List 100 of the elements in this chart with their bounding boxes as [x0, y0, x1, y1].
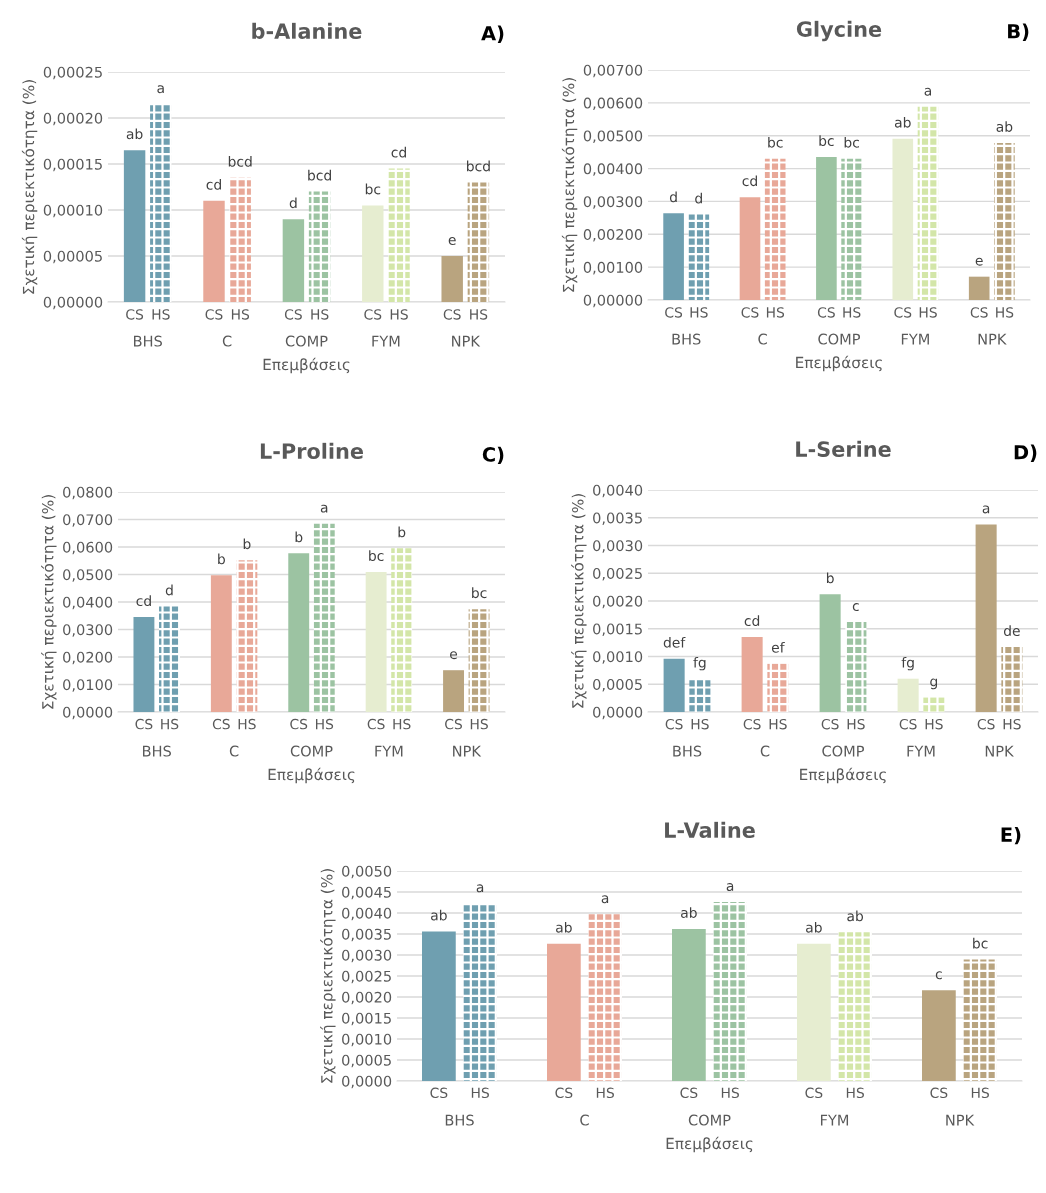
- x-tick-label: FYM: [375, 745, 403, 757]
- y-tick-label: 0,00025: [43, 66, 102, 80]
- x-tick-label: FYM: [372, 335, 400, 347]
- bar: [968, 276, 990, 300]
- bar: [288, 553, 310, 712]
- data-label: bcd: [228, 156, 252, 167]
- y-tick-label: 0,0050: [342, 865, 392, 879]
- y-tick-label: 0,0035: [593, 512, 642, 525]
- x-tick-label: C: [760, 745, 770, 757]
- y-tick-label: 0,00000: [583, 294, 643, 308]
- bar: [672, 928, 706, 1081]
- series-label: HS: [691, 718, 709, 730]
- text: CS: [805, 1087, 823, 1099]
- bar: [443, 670, 464, 712]
- series-label: HS: [690, 307, 708, 318]
- bar: [588, 914, 622, 1081]
- data-label: bc: [369, 550, 384, 561]
- data-label: a: [320, 504, 328, 513]
- y-axis-title: Σχετική περιεκτικότητα (%): [21, 80, 38, 294]
- text: CS: [930, 1087, 948, 1099]
- text: E): [1001, 827, 1021, 845]
- y-tick-label: 0,00100: [583, 261, 643, 275]
- text: B): [1008, 23, 1029, 41]
- text: CS: [817, 307, 835, 318]
- x-tick-label: C: [222, 335, 232, 347]
- text: CS: [555, 1087, 573, 1099]
- y-tick-label: 0,0000: [63, 706, 113, 720]
- text: HS: [843, 307, 861, 318]
- data-label: cd: [136, 595, 151, 607]
- text: HS: [766, 307, 785, 318]
- y-tick-label: 0,0500: [63, 569, 113, 582]
- bar: [388, 168, 410, 302]
- bar: [897, 678, 919, 712]
- y-axis-title: Σχετική περιεκτικότητα (%): [561, 78, 578, 292]
- series-label: CS: [135, 718, 153, 730]
- chart-title: L-Proline: [260, 442, 363, 459]
- data-label: bcd: [467, 160, 490, 172]
- data-label: c: [852, 603, 859, 612]
- data-label: ef: [771, 641, 785, 653]
- data-label: bcd: [308, 169, 331, 181]
- y-tick-label: 0,00600: [583, 97, 643, 111]
- chart-title: L-Serine: [796, 440, 891, 457]
- x-tick-label: C: [229, 745, 239, 757]
- y-tick-label: 0,0010: [342, 1033, 392, 1047]
- text: HS: [231, 309, 250, 320]
- x-tick-label: NPK: [978, 333, 1007, 345]
- y-tick-label: 0,0025: [593, 567, 642, 581]
- data-label: def: [663, 636, 686, 648]
- data-label: de: [1003, 625, 1020, 637]
- data-label: d: [695, 192, 702, 204]
- y-tick-label: 0,00700: [583, 64, 643, 78]
- bar: [203, 200, 225, 302]
- y-tick-label: 0,00015: [43, 158, 102, 172]
- y-tick-label: 0,0015: [342, 1012, 391, 1026]
- y-tick-label: 0,0020: [593, 595, 643, 609]
- series-label: HS: [161, 718, 179, 730]
- series-label: CS: [665, 718, 683, 730]
- text: HS: [390, 309, 408, 320]
- y-tick-label: 0,0400: [63, 596, 113, 610]
- text: HS: [316, 718, 334, 730]
- data-label: b: [398, 526, 406, 538]
- series-label: CS: [430, 1087, 448, 1099]
- bar: [917, 106, 939, 300]
- text: CS: [977, 718, 995, 730]
- x-axis-title: Επεμβάσεις: [796, 355, 882, 372]
- y-tick-label: 0,0015: [593, 623, 642, 636]
- bar: [994, 142, 1015, 300]
- text: CS: [741, 307, 759, 318]
- data-label: bc: [365, 183, 381, 195]
- y-tick-label: 0,0000: [593, 706, 643, 720]
- bar: [229, 177, 251, 302]
- y-tick-label: 0,00400: [583, 163, 643, 176]
- y-tick-label: 0,0010: [593, 651, 643, 664]
- y-tick-label: 0,00020: [43, 112, 103, 126]
- chart-title: L-Valine: [665, 821, 755, 838]
- data-label: a: [476, 884, 484, 893]
- y-tick-label: 0,0035: [342, 928, 391, 942]
- x-tick-label: NPK: [453, 745, 482, 757]
- text: CS: [364, 309, 382, 320]
- bar: [236, 560, 258, 712]
- x-tick-label: C: [758, 333, 767, 345]
- y-tick-label: 0,0025: [342, 970, 391, 984]
- text: D): [1014, 444, 1037, 462]
- data-label: ab: [847, 910, 864, 922]
- text: CS: [290, 718, 308, 730]
- bar: [313, 523, 335, 712]
- text: CS: [205, 309, 223, 320]
- data-label: d: [165, 584, 173, 596]
- data-label: cd: [742, 175, 757, 187]
- data-label: cd: [391, 146, 406, 158]
- y-tick-label: 0,0045: [342, 886, 391, 900]
- bar: [133, 617, 155, 712]
- y-tick-label: 0,0040: [593, 484, 643, 498]
- data-label: ab: [556, 921, 572, 933]
- bar: [159, 606, 180, 712]
- y-tick-label: 0,00005: [43, 250, 102, 264]
- y-tick-label: 0,0200: [63, 651, 113, 665]
- bar: [923, 697, 945, 712]
- data-label: d: [289, 197, 297, 209]
- chart-title: b-Alanine: [252, 22, 362, 39]
